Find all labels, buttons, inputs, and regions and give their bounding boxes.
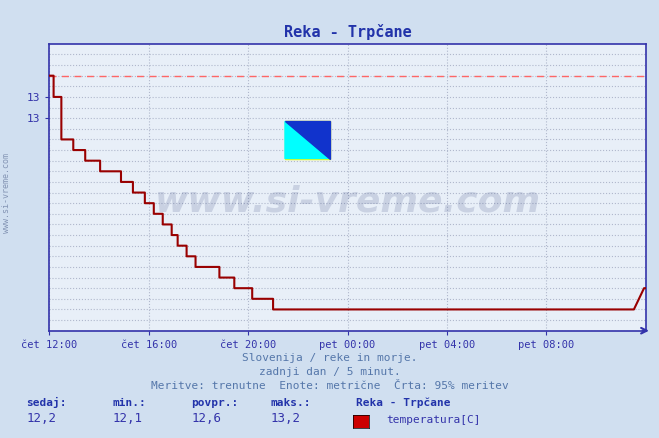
Text: zadnji dan / 5 minut.: zadnji dan / 5 minut. (258, 367, 401, 377)
Text: 13,2: 13,2 (270, 412, 301, 425)
Text: min.:: min.: (112, 398, 146, 408)
Text: Reka - Trpčane: Reka - Trpčane (356, 398, 450, 408)
Text: www.si-vreme.com: www.si-vreme.com (2, 153, 11, 233)
Polygon shape (285, 121, 330, 159)
Text: sedaj:: sedaj: (26, 397, 67, 408)
Text: povpr.:: povpr.: (191, 398, 239, 408)
Bar (285, 121, 330, 159)
Text: 12,6: 12,6 (191, 412, 221, 425)
Text: temperatura[C]: temperatura[C] (386, 415, 480, 425)
Text: 12,2: 12,2 (26, 412, 57, 425)
Text: 12,1: 12,1 (112, 412, 142, 425)
Text: Slovenija / reke in morje.: Slovenija / reke in morje. (242, 353, 417, 363)
Text: www.si-vreme.com: www.si-vreme.com (155, 184, 540, 219)
Polygon shape (285, 121, 330, 159)
Text: Meritve: trenutne  Enote: metrične  Črta: 95% meritev: Meritve: trenutne Enote: metrične Črta: … (151, 381, 508, 392)
Title: Reka - Trpčane: Reka - Trpčane (284, 24, 411, 40)
Text: maks.:: maks.: (270, 398, 310, 408)
